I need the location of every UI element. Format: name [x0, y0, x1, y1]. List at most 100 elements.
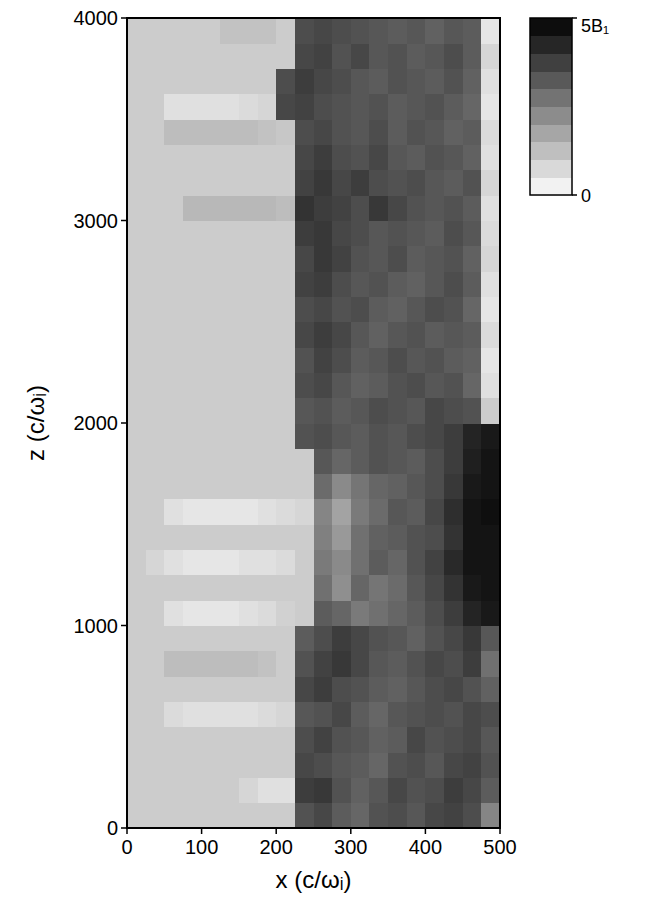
cell — [481, 676, 500, 702]
cell — [444, 246, 463, 272]
cell — [425, 676, 444, 702]
cell — [127, 752, 146, 778]
cell — [332, 727, 351, 753]
cell — [276, 347, 295, 373]
cell — [425, 575, 444, 601]
cell — [463, 626, 482, 652]
cell — [388, 676, 407, 702]
cell — [146, 145, 165, 171]
cell — [127, 69, 146, 95]
cell — [351, 777, 370, 803]
cell — [202, 651, 221, 677]
cell — [332, 119, 351, 145]
cell — [258, 575, 277, 601]
cell — [258, 246, 277, 272]
cell — [239, 221, 258, 247]
cell — [127, 398, 146, 424]
cell — [388, 626, 407, 652]
cell — [127, 43, 146, 69]
cell — [295, 448, 314, 474]
cell — [239, 398, 258, 424]
cell — [369, 474, 388, 500]
colorbar-step — [530, 160, 572, 178]
cell — [295, 727, 314, 753]
cell — [369, 18, 388, 44]
cell — [481, 170, 500, 196]
cell — [444, 398, 463, 424]
cell — [481, 803, 500, 828]
colorbar-step — [530, 89, 572, 107]
cell — [407, 499, 426, 525]
cell — [425, 119, 444, 145]
cell — [295, 18, 314, 44]
cell — [202, 221, 221, 247]
cell — [164, 94, 183, 120]
colorbar-step — [530, 36, 572, 54]
cell — [220, 524, 239, 550]
cell — [444, 322, 463, 348]
cell — [202, 600, 221, 626]
cell — [127, 448, 146, 474]
cell — [425, 322, 444, 348]
cell — [388, 499, 407, 525]
cell — [183, 651, 202, 677]
cell — [127, 651, 146, 677]
cell — [276, 499, 295, 525]
cell — [425, 626, 444, 652]
cell — [183, 296, 202, 322]
cell — [369, 600, 388, 626]
cell — [258, 600, 277, 626]
cell — [351, 195, 370, 221]
cell — [314, 195, 333, 221]
y-tick — [121, 827, 127, 829]
cell — [239, 676, 258, 702]
cell — [388, 271, 407, 297]
cell — [463, 600, 482, 626]
cell — [463, 398, 482, 424]
cell — [258, 651, 277, 677]
cell — [295, 803, 314, 828]
cell — [202, 727, 221, 753]
cell — [127, 803, 146, 828]
cell — [127, 676, 146, 702]
cell — [127, 18, 146, 44]
cell — [202, 499, 221, 525]
cell — [463, 119, 482, 145]
cell — [351, 727, 370, 753]
cell — [276, 575, 295, 601]
cell — [146, 550, 165, 576]
cell — [276, 170, 295, 196]
cell — [220, 145, 239, 171]
cell — [351, 398, 370, 424]
cell — [463, 322, 482, 348]
cell — [239, 195, 258, 221]
cell — [220, 296, 239, 322]
cell — [202, 322, 221, 348]
cell — [127, 170, 146, 196]
cell — [314, 145, 333, 171]
cell — [202, 423, 221, 449]
cell — [463, 474, 482, 500]
cell — [351, 69, 370, 95]
cell — [369, 448, 388, 474]
cell — [332, 474, 351, 500]
cell — [351, 296, 370, 322]
cell — [127, 777, 146, 803]
cell — [258, 626, 277, 652]
cell — [369, 524, 388, 550]
cell — [164, 448, 183, 474]
cell — [481, 322, 500, 348]
cell — [295, 195, 314, 221]
cell — [146, 195, 165, 221]
cell — [220, 347, 239, 373]
cell — [164, 398, 183, 424]
cell — [183, 701, 202, 727]
cell — [239, 271, 258, 297]
cell — [463, 575, 482, 601]
cell — [351, 575, 370, 601]
cell — [425, 777, 444, 803]
cell — [202, 474, 221, 500]
cell — [463, 777, 482, 803]
cell — [146, 170, 165, 196]
cell — [351, 524, 370, 550]
